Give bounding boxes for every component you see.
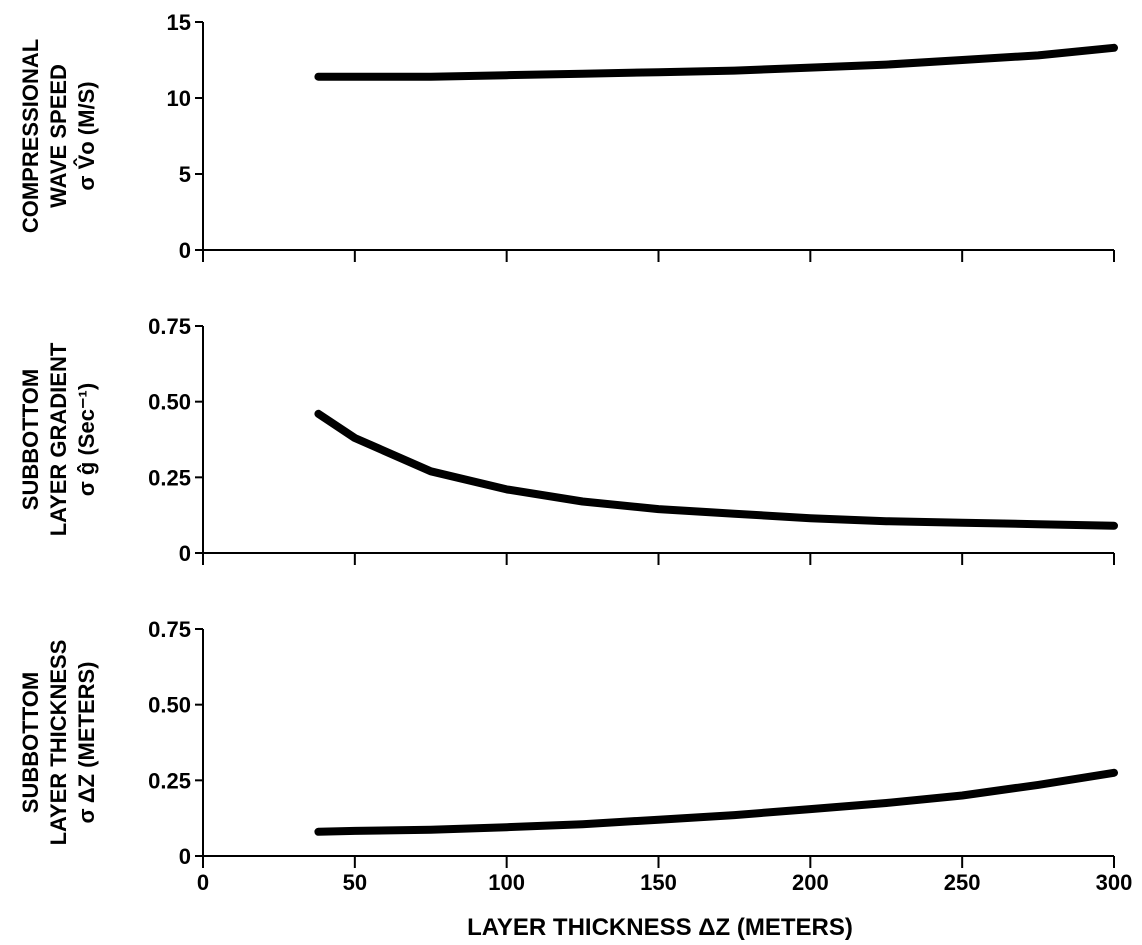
y-tick-label: 0 <box>179 541 191 566</box>
y-axis-label-line: COMPRESSIONAL <box>18 39 43 233</box>
y-tick-label: 0.50 <box>148 693 191 718</box>
y-tick-label: 5 <box>179 162 191 187</box>
series-line <box>314 409 1118 530</box>
y-axis-label-line: SUBBOTTOM <box>18 369 43 510</box>
x-tick-label: 150 <box>640 870 677 895</box>
y-axis-label-line: WAVE SPEED <box>46 64 71 208</box>
y-tick-label: 0.75 <box>148 314 191 339</box>
series-line <box>314 43 1118 81</box>
y-axis-label-line: σ ĝ (Sec⁻¹) <box>74 383 99 496</box>
y-tick-label: 0.25 <box>148 768 191 793</box>
y-tick-label: 15 <box>167 10 191 35</box>
y-axis-label-line: LAYER THICKNESS <box>46 640 71 846</box>
y-axis-label-line: LAYER GRADIENT <box>46 342 71 536</box>
y-axis-label-line: σ ΔZ (METERS) <box>74 661 99 823</box>
x-tick-label: 200 <box>792 870 829 895</box>
y-tick-label: 0.25 <box>148 465 191 490</box>
y-tick-label: 0.50 <box>148 390 191 415</box>
y-tick-label: 10 <box>167 86 191 111</box>
x-tick-label: 250 <box>944 870 981 895</box>
y-tick-label: 0 <box>179 238 191 263</box>
x-axis-label: LAYER THICKNESS ΔZ (METERS) <box>467 914 853 941</box>
x-tick-label: 50 <box>343 870 367 895</box>
x-tick-label: 300 <box>1096 870 1133 895</box>
x-tick-label: 0 <box>197 870 209 895</box>
y-axis-label-line: σ V̂o (M/S) <box>73 81 99 190</box>
series-line <box>314 768 1118 836</box>
y-tick-label: 0 <box>179 844 191 869</box>
y-axis-label-line: SUBBOTTOM <box>18 672 43 813</box>
panels: 0 5 10 15 COMPRESSIONAL WAVE SPEED σ V̂o (M/S)… <box>18 10 1132 895</box>
x-tick-label: 100 <box>488 870 525 895</box>
y-tick-label: 0.75 <box>148 617 191 642</box>
